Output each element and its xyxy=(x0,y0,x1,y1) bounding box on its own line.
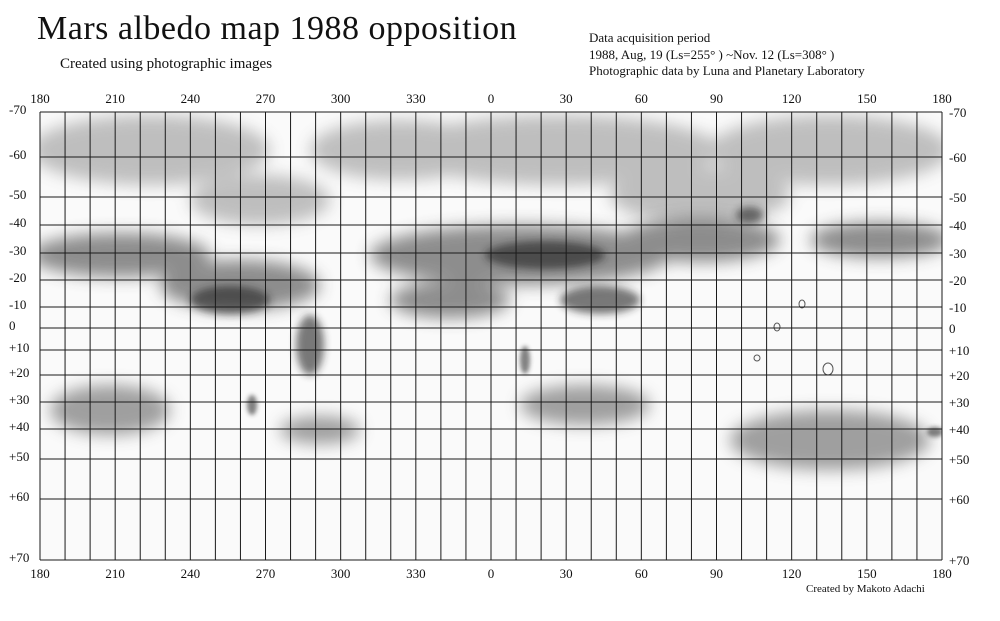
latitude-label: -30 xyxy=(9,243,27,258)
longitude-label: 30 xyxy=(559,566,573,581)
latitude-label: -20 xyxy=(949,273,967,288)
latitude-label: -20 xyxy=(9,270,27,285)
longitude-label: 270 xyxy=(255,91,276,106)
author-credit: Created by Makoto Adachi xyxy=(806,583,925,595)
latitude-label: +60 xyxy=(949,492,970,507)
longitude-label: 270 xyxy=(255,566,276,581)
longitude-label: 180 xyxy=(30,566,50,581)
longitude-label: 0 xyxy=(487,566,495,581)
latitude-label: -10 xyxy=(949,300,967,315)
latitude-label: -40 xyxy=(949,218,967,233)
longitude-label: 120 xyxy=(781,91,802,106)
longitude-label: 210 xyxy=(105,566,125,581)
albedo-shading xyxy=(40,112,942,560)
map-subtitle: Created using photographic images xyxy=(60,56,273,72)
longitude-label: 180 xyxy=(30,91,50,106)
latitude-label: +70 xyxy=(9,550,30,565)
latitude-label: +30 xyxy=(9,392,30,407)
longitude-label: 150 xyxy=(857,91,877,106)
latitude-label: +50 xyxy=(9,449,30,464)
map-title: Mars albedo map 1988 opposition xyxy=(37,10,518,47)
latitude-label: +30 xyxy=(949,395,970,410)
longitude-label: 60 xyxy=(634,566,648,581)
latitude-label: 0 xyxy=(949,321,956,336)
latitude-label: -40 xyxy=(9,215,27,230)
longitude-label: 120 xyxy=(781,566,802,581)
latitude-label: +70 xyxy=(949,553,970,568)
latitude-label: -60 xyxy=(9,147,27,162)
latitude-label: +60 xyxy=(9,489,30,504)
latitude-label: +50 xyxy=(949,452,970,467)
latitude-label: 0 xyxy=(9,318,16,333)
longitude-label: 330 xyxy=(406,566,426,581)
acquisition-info: Data acquisition period 1988, Aug, 19 (L… xyxy=(589,30,865,80)
latitude-label: -30 xyxy=(949,246,967,261)
longitude-label: 240 xyxy=(180,566,201,581)
latitude-label: +40 xyxy=(9,419,30,434)
longitude-label: 330 xyxy=(406,91,426,106)
longitude-label: 300 xyxy=(330,91,351,106)
latitude-label: +10 xyxy=(9,340,30,355)
longitude-label: 180 xyxy=(932,91,952,106)
longitude-label: 180 xyxy=(932,566,952,581)
longitude-label: 150 xyxy=(857,566,877,581)
longitude-label: 0 xyxy=(487,91,495,106)
longitude-label: 300 xyxy=(330,566,351,581)
info-line-source: Photographic data by Luna and Planetary … xyxy=(589,63,865,78)
latitude-label: -50 xyxy=(949,190,967,205)
latitude-label: +10 xyxy=(949,343,970,358)
latitude-label: -60 xyxy=(949,150,967,165)
latitude-label: +40 xyxy=(949,422,970,437)
longitude-label: 240 xyxy=(180,91,201,106)
latitude-label: -70 xyxy=(949,105,967,120)
latitude-label: -50 xyxy=(9,187,27,202)
latitude-label: +20 xyxy=(9,365,30,380)
longitude-label: 30 xyxy=(559,91,573,106)
info-line-period-label: Data acquisition period xyxy=(589,30,711,45)
longitude-label: 90 xyxy=(710,91,723,106)
longitude-label: 60 xyxy=(634,91,648,106)
map-grid xyxy=(39,111,943,561)
latitude-label: -70 xyxy=(9,102,27,117)
info-line-dates: 1988, Aug, 19 (Ls=255° ) ~Nov. 12 (Ls=30… xyxy=(589,46,835,62)
longitude-label: 90 xyxy=(710,566,723,581)
longitude-label: 210 xyxy=(105,91,125,106)
latitude-label: +20 xyxy=(949,368,970,383)
latitude-label: -10 xyxy=(9,297,27,312)
